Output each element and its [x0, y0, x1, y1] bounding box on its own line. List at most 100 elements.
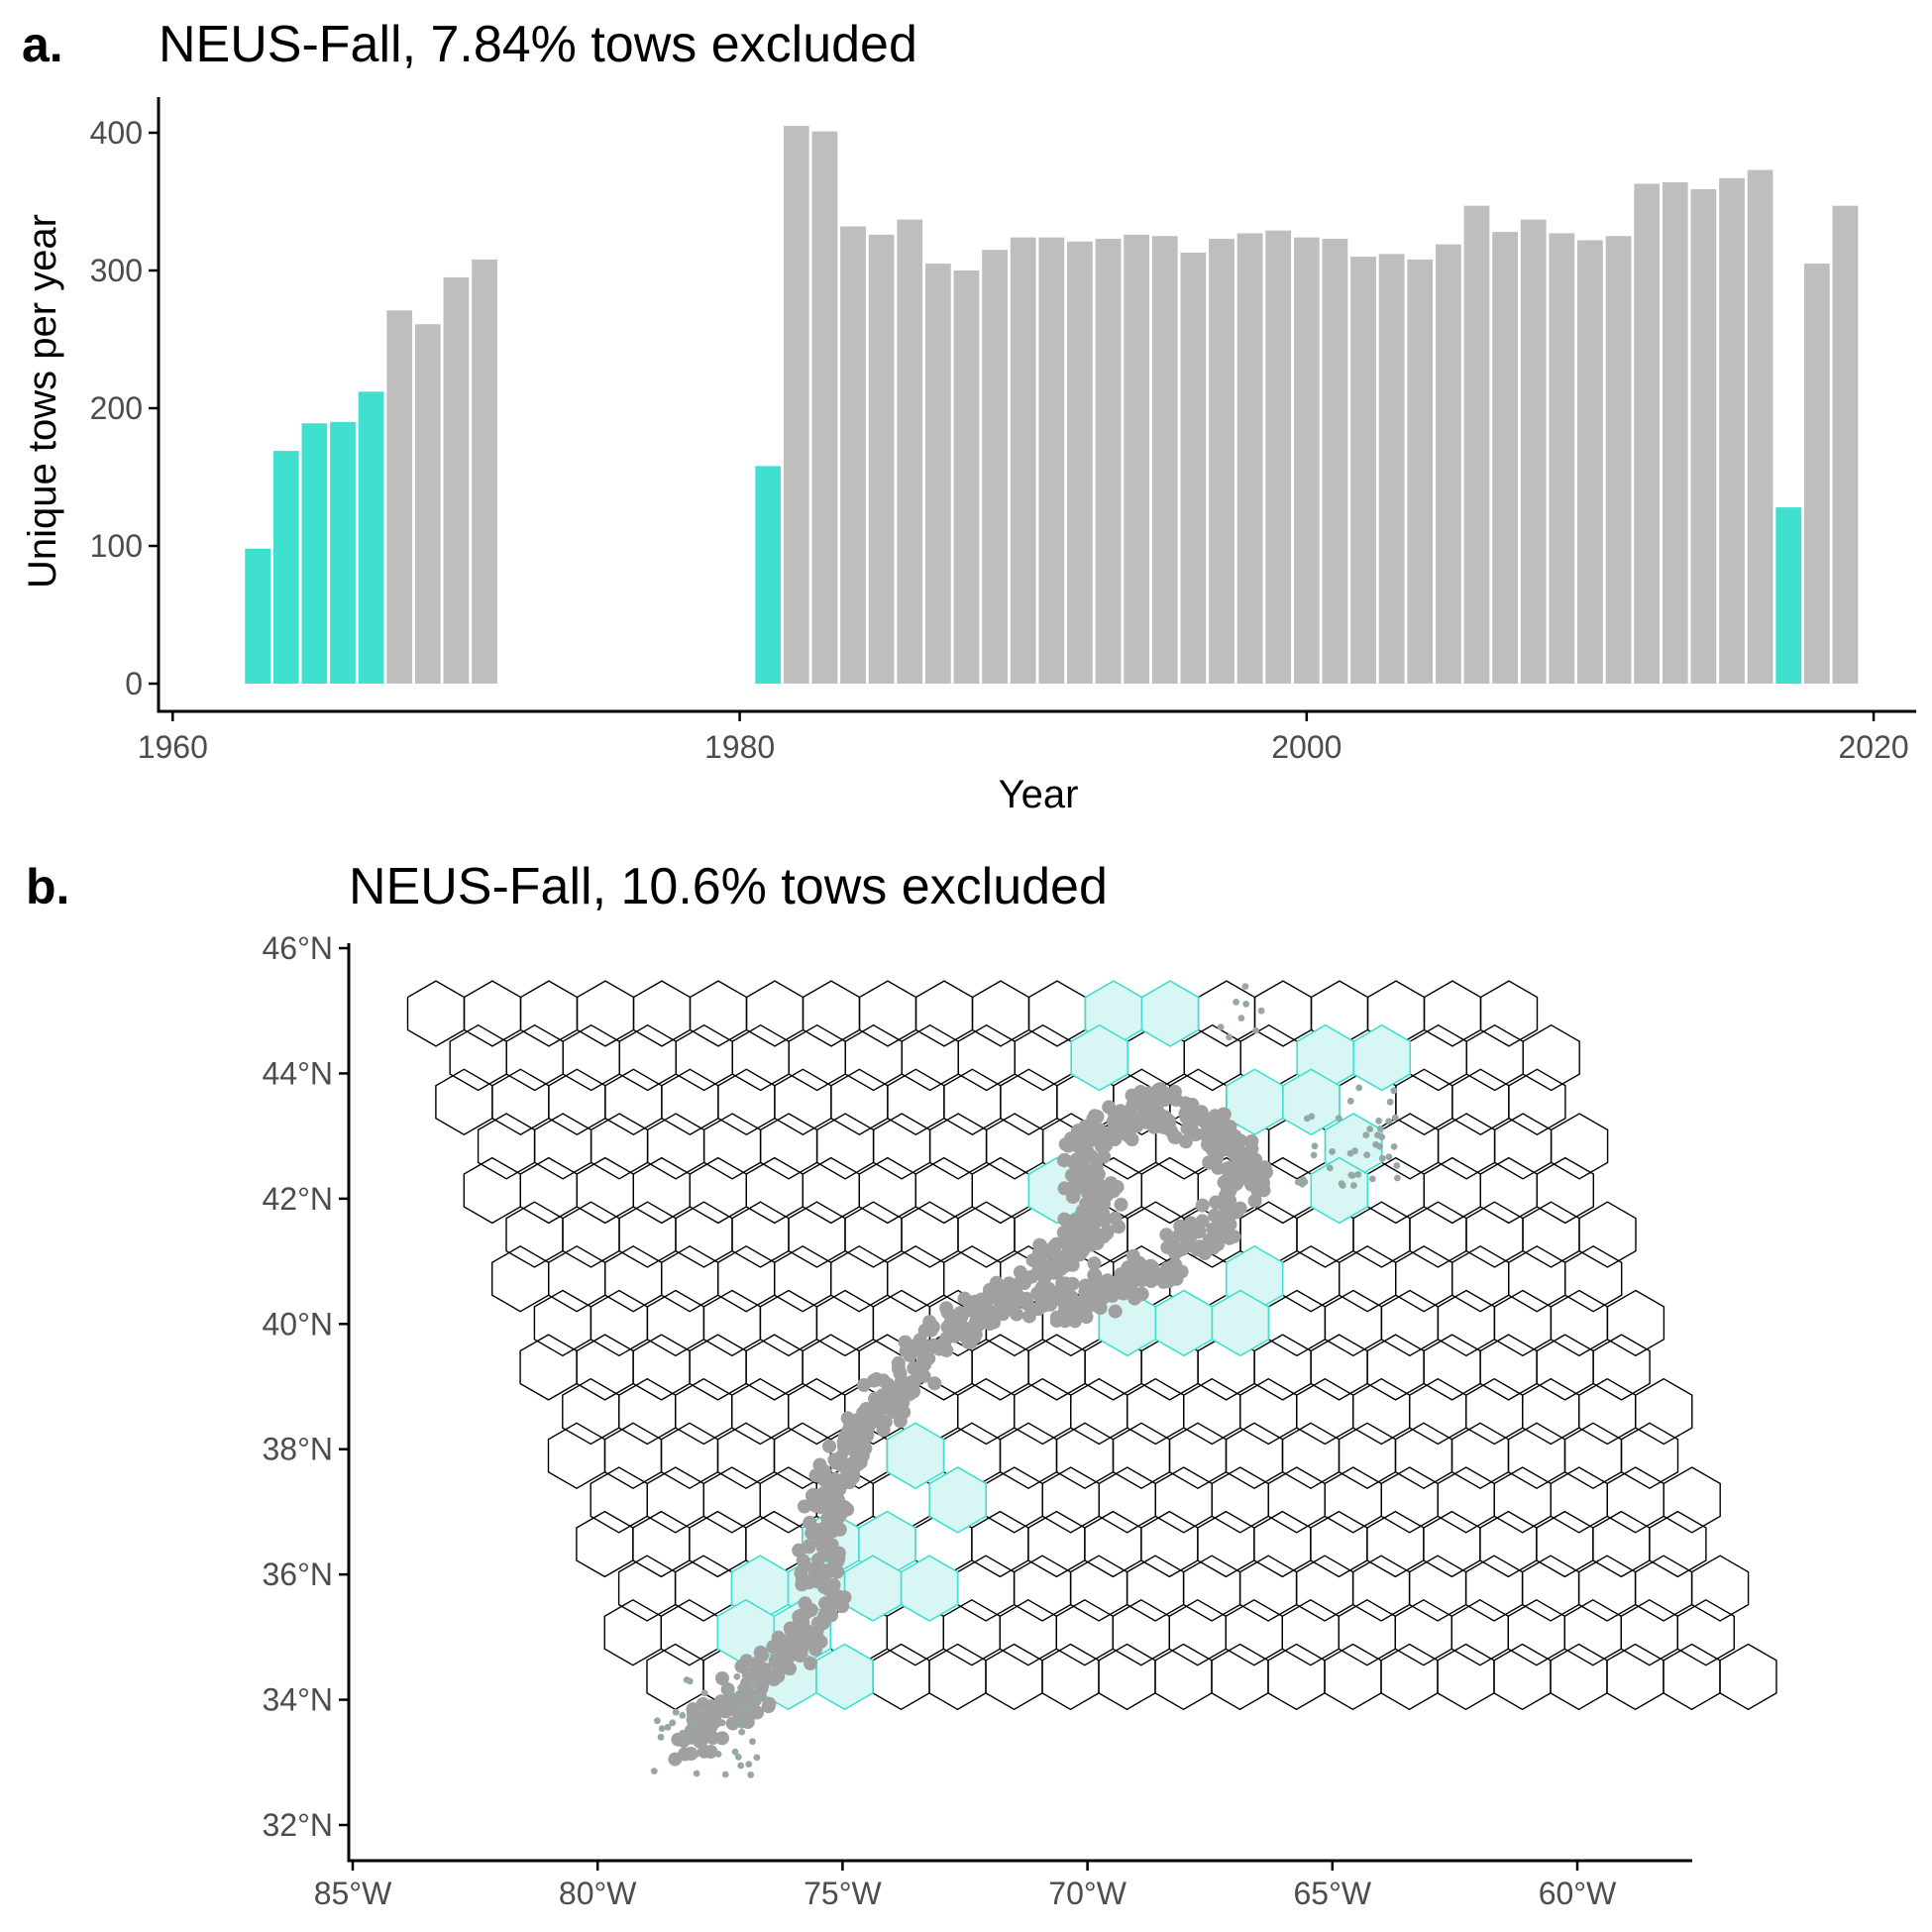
hex-cell [1027, 1334, 1086, 1401]
panel-b-x-tick-label: 85°W [314, 1876, 392, 1911]
tow-point [693, 1770, 700, 1777]
tow-point [1368, 1175, 1376, 1183]
hex-cell [1182, 1555, 1241, 1622]
hex-cell [1409, 1201, 1467, 1268]
hex-cell [1352, 1201, 1411, 1268]
hex-cell [1126, 1555, 1185, 1622]
hex-cell [802, 1334, 860, 1401]
hex-cell-excluded [1211, 1289, 1270, 1357]
tow-point [856, 1406, 871, 1421]
tow-point [1385, 1153, 1393, 1160]
tow-point [840, 1411, 855, 1426]
tow-point [1301, 1178, 1309, 1186]
hex-cell [660, 1598, 718, 1666]
tow-point [743, 1703, 751, 1711]
tow-point [1350, 1182, 1357, 1189]
tow-point [731, 1748, 739, 1756]
tow-point [1076, 1242, 1091, 1257]
tow-point [1182, 1218, 1197, 1233]
hex-cell [943, 1068, 1002, 1136]
tow-point [857, 1378, 871, 1392]
bar-1969 [414, 324, 441, 684]
tow-point [881, 1377, 896, 1392]
tow-point [975, 1312, 990, 1327]
hex-cell [971, 1156, 1029, 1225]
panel-b-y-tick-label: 42°N [263, 1181, 334, 1217]
hex-cell [1663, 1466, 1721, 1534]
hex-cell [1507, 1598, 1565, 1666]
hex-cell [1465, 1201, 1524, 1268]
bar-1967 [358, 391, 384, 684]
hex-cell [1635, 1377, 1693, 1446]
hex-cell [1000, 1068, 1058, 1136]
hex-cell [1465, 1023, 1524, 1092]
hex-cell [1437, 1466, 1495, 1534]
tow-point [753, 1645, 768, 1660]
tow-point [1168, 1257, 1183, 1272]
hex-cell [576, 1510, 634, 1578]
bar-1963 [245, 548, 271, 684]
tow-point [1390, 1143, 1398, 1150]
tow-point [1058, 1137, 1073, 1151]
tow-point [1366, 1126, 1374, 1132]
hex-cell [1267, 1643, 1326, 1711]
tow-point [650, 1768, 658, 1774]
panel-a-ylabel: Unique tows per year [21, 214, 64, 589]
tow-point [818, 1596, 833, 1611]
hex-cell [1238, 1555, 1298, 1622]
bar-2018 [1803, 264, 1830, 684]
hex-cell [731, 1201, 790, 1268]
tow-point [1183, 1236, 1198, 1251]
tow-point [1247, 1194, 1262, 1208]
hex-cell [491, 1068, 550, 1136]
bar-2002 [1350, 257, 1376, 684]
tow-point [669, 1719, 677, 1727]
tow-point [690, 1722, 698, 1729]
hex-cell [449, 1023, 507, 1092]
hex-cell [957, 1023, 1016, 1092]
bar-1996 [1180, 252, 1207, 684]
bar-1987 [924, 264, 951, 684]
tow-point [1178, 1134, 1193, 1149]
tow-point [927, 1376, 942, 1391]
tow-point [982, 1282, 997, 1297]
hex-cell [1550, 1643, 1608, 1711]
hex-cell [562, 1023, 620, 1092]
tow-point [1228, 1203, 1242, 1218]
panel-a-xlabel: Year [999, 773, 1079, 816]
hex-cell [1339, 1244, 1397, 1313]
hex-cell [1606, 1466, 1664, 1534]
panel-b-y-tick-label: 38°N [263, 1432, 334, 1467]
tow-point [1078, 1123, 1093, 1137]
tow-point [1385, 1118, 1393, 1126]
tow-point [1256, 1167, 1271, 1182]
bar-2005 [1436, 244, 1461, 684]
hex-cell [1098, 1466, 1156, 1534]
tow-point [1202, 1233, 1217, 1247]
hex-cell [618, 1023, 677, 1092]
tow-point [679, 1712, 687, 1719]
tow-point [733, 1672, 741, 1680]
tow-point [1377, 1125, 1384, 1132]
tow-point [940, 1305, 955, 1320]
hex-cell [646, 1466, 704, 1534]
hex-cell [1450, 1422, 1510, 1490]
hex-cell [1338, 1598, 1396, 1666]
tow-point [1169, 1093, 1183, 1107]
hex-cell [1479, 1510, 1538, 1578]
hex-cell [1536, 1510, 1594, 1578]
tow-point [657, 1733, 665, 1741]
tow-point [1080, 1184, 1095, 1199]
hex-cell [1465, 1377, 1524, 1446]
hex-cell [689, 980, 748, 1047]
hex-cell [548, 1068, 606, 1136]
bar-1988 [953, 270, 980, 684]
panel-b-axes: 32°N 34°N 36°N 38°N 40°N 42°N 44°N 46°N 85°W 80°W… [263, 930, 1692, 1911]
tow-point [1244, 1134, 1259, 1148]
hex-cell [1409, 1377, 1467, 1446]
hex-cell [1211, 1643, 1269, 1711]
tow-point [1134, 1287, 1149, 1302]
bar-2016 [1747, 169, 1773, 684]
hex-cell [1522, 1023, 1580, 1092]
hex-cell [887, 1068, 945, 1136]
